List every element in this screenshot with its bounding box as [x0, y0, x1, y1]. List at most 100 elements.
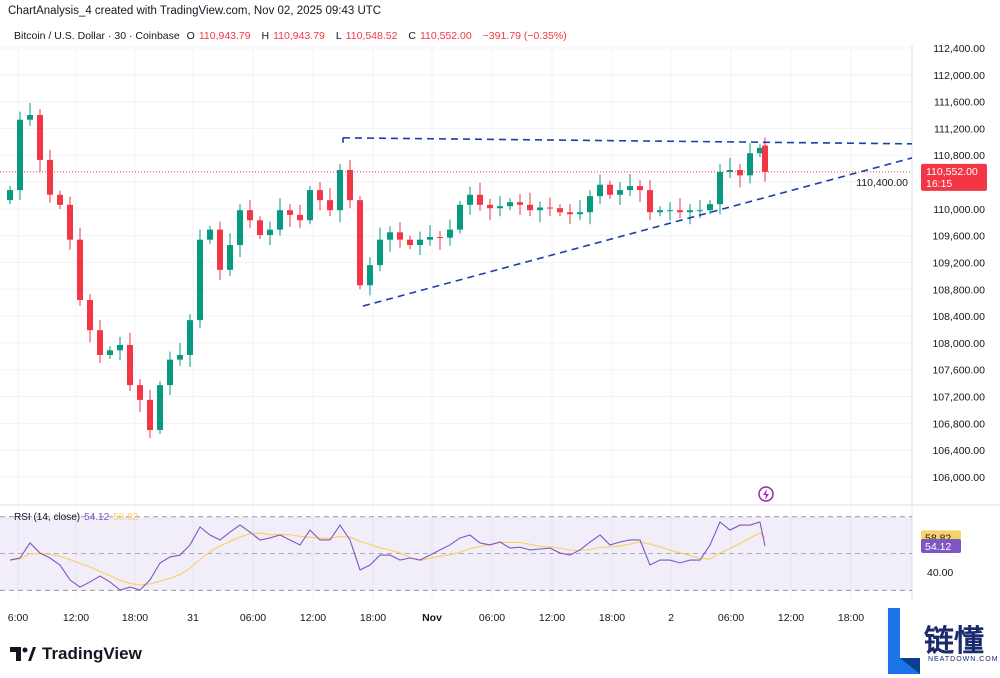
- candle-body: [37, 115, 43, 160]
- candle-body: [287, 210, 293, 215]
- candle-body: [737, 169, 743, 176]
- tradingview-logo: TradingView: [10, 644, 142, 664]
- time-tick-label: 12:00: [778, 612, 804, 624]
- candle-body: [677, 210, 683, 213]
- candle-body: [467, 194, 473, 205]
- tradingview-logo-icon: [10, 647, 36, 661]
- close-label: C: [408, 30, 416, 42]
- price-tick-label: 111,600.00: [934, 97, 985, 109]
- open-value: 110,943.79: [198, 30, 251, 42]
- price-tick-label: 106,800.00: [932, 418, 985, 430]
- rsi-label: RSI (14, close): [14, 512, 81, 523]
- open-label: O: [186, 30, 195, 42]
- candle-body: [727, 169, 733, 172]
- candle-body: [187, 320, 193, 355]
- candle-body: [557, 208, 563, 213]
- last-price-badge: [921, 163, 987, 191]
- candle-body: [47, 159, 53, 195]
- candle-body: [247, 210, 253, 221]
- candle-body: [57, 194, 63, 205]
- price-tick-label: 108,000.00: [932, 338, 985, 350]
- high-value: 110,943.79: [273, 30, 325, 42]
- watermark-logo-icon: [888, 608, 920, 674]
- candle-body: [427, 237, 433, 240]
- candle-body: [437, 237, 443, 239]
- candle-body: [707, 204, 713, 211]
- candle-body: [647, 190, 653, 213]
- price-tick-label: 107,200.00: [932, 392, 985, 404]
- rsi-ma-line: [9, 531, 766, 586]
- candle-body: [237, 210, 243, 246]
- candle-body: [687, 210, 693, 213]
- price-tick-label: 112,000.00: [933, 70, 985, 82]
- candle-body: [267, 229, 273, 235]
- candle-body: [67, 204, 73, 240]
- candle-body: [387, 232, 393, 240]
- price-tick-label: 106,400.00: [932, 445, 985, 457]
- time-tick-label: Nov: [422, 612, 442, 624]
- time-tick-label: 12:00: [300, 612, 326, 624]
- candle-body: [167, 359, 173, 386]
- time-tick-label: 18:00: [360, 612, 386, 624]
- last-price-badge-price: 110,552.00: [926, 166, 978, 178]
- candle-body: [137, 385, 143, 400]
- rsi-value: 54.12: [84, 512, 110, 523]
- candle-body: [227, 245, 233, 270]
- candle-body: [197, 239, 203, 321]
- candle-body: [97, 330, 103, 355]
- price-tick-label: 107,600.00: [932, 365, 985, 377]
- candle-body: [257, 220, 263, 235]
- candle-body: [762, 145, 768, 172]
- candle-body: [457, 204, 463, 230]
- candle-body: [407, 239, 413, 246]
- candle-body: [667, 210, 673, 212]
- price-tick-label: 108,800.00: [932, 284, 985, 296]
- low-value: 110,548.52: [345, 30, 398, 42]
- candle-body: [447, 229, 453, 238]
- price-chart[interactable]: 106,000.00 106,400.00 106,800.00 107,200.00…: [0, 0, 1000, 640]
- symbol-name[interactable]: Bitcoin / U.S. Dollar · 30 · Coinbase: [14, 30, 180, 42]
- time-tick-label: 31: [187, 612, 199, 624]
- candle-body: [337, 169, 343, 211]
- candle-body: [607, 184, 613, 195]
- time-tick-label: 12:00: [63, 612, 89, 624]
- candle-body: [517, 202, 523, 205]
- candle-body: [347, 169, 353, 201]
- candle-body: [747, 153, 753, 176]
- price-tick-label: 106,000.00: [932, 472, 985, 484]
- candle-body: [7, 190, 13, 201]
- candle-body: [397, 232, 403, 240]
- time-tick-label: 18:00: [599, 612, 625, 624]
- candle-body: [107, 350, 113, 355]
- price-tick-label: 109,200.00: [932, 257, 985, 269]
- rsi-legend: RSI (14, close) 54.12 58.82: [14, 512, 138, 523]
- price-tick-label: 112,400.00: [933, 43, 985, 55]
- candle-body: [27, 115, 33, 120]
- triangle-trendline: [362, 157, 913, 307]
- lightning-icon-bolt: [763, 489, 769, 500]
- candle-body: [597, 184, 603, 197]
- candle-body: [307, 190, 313, 221]
- watermark-subtext: NEATDOWN.COM: [928, 656, 999, 663]
- lightning-icon: [758, 486, 774, 502]
- rsi-line: [9, 521, 766, 591]
- candle-body: [717, 171, 723, 205]
- candle-body: [497, 206, 503, 209]
- triangle-trendline: [342, 137, 913, 145]
- time-tick-label: 06:00: [718, 612, 744, 624]
- time-tick-label: 2: [668, 612, 674, 624]
- candle-body: [527, 204, 533, 211]
- close-value: 110,552.00: [419, 30, 472, 42]
- candle-body: [127, 344, 133, 386]
- time-tick-label: 06:00: [240, 612, 266, 624]
- watermark: 链懂 NEATDOWN.COM: [884, 604, 1000, 678]
- time-tick-label: 18:00: [122, 612, 148, 624]
- candle-body: [417, 239, 423, 246]
- candle-body: [327, 200, 333, 211]
- candle-body: [147, 399, 153, 431]
- candle-body: [487, 204, 493, 209]
- candle-body: [177, 354, 183, 360]
- rsi-tick-label: 40.00: [927, 567, 953, 579]
